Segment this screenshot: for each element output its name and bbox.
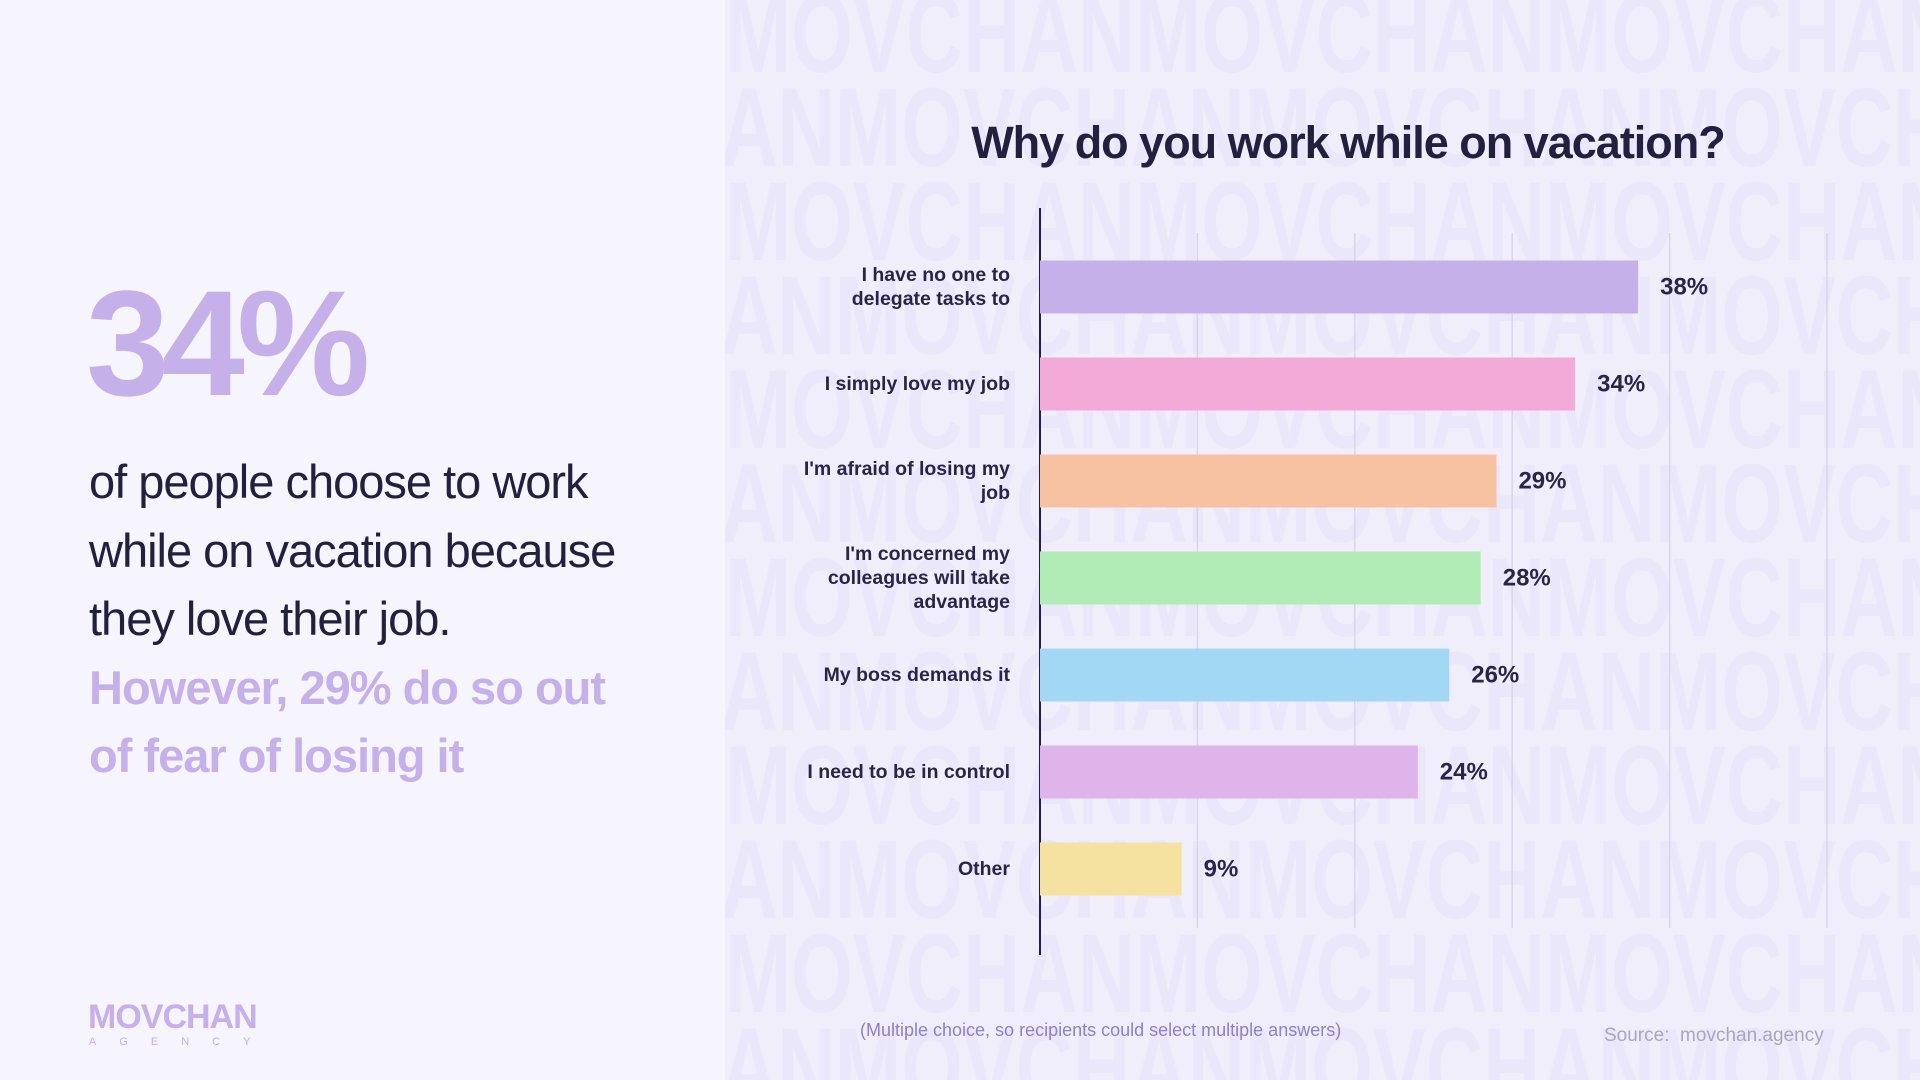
chart-panel bbox=[725, 0, 1920, 1080]
watermark-text: MOVCHAN bbox=[1245, 1005, 1655, 1080]
category-label: I'm concerned my colleagues will take ad… bbox=[827, 543, 1010, 613]
category-label: I need to be in control bbox=[807, 761, 1010, 783]
watermark-text: MOVCHAN bbox=[1655, 441, 1920, 566]
watermark-text: MOVCHAN bbox=[1245, 817, 1655, 942]
stat: 34% bbox=[86, 259, 370, 427]
value-label: 38% bbox=[1660, 273, 1708, 300]
bar bbox=[1040, 454, 1497, 508]
category-label: My boss demands it bbox=[823, 664, 1010, 686]
watermark-text: MOVCHAN bbox=[425, 817, 835, 942]
value-label: 34% bbox=[1597, 370, 1645, 397]
plot: 38% 34% 29% 28% 26% 24% 9% bbox=[1039, 208, 1828, 955]
watermark-text: MOVCHAN bbox=[1545, 0, 1920, 96]
value-label: 9% bbox=[1204, 855, 1239, 882]
value-label: 26% bbox=[1471, 661, 1519, 688]
watermark-text: MOVCHAN bbox=[1655, 253, 1920, 378]
watermark-text: MOVCHAN bbox=[425, 629, 835, 754]
source-site: movchan.agency bbox=[1680, 1025, 1824, 1046]
watermark-text: MOVCHAN bbox=[1545, 911, 1920, 1036]
watermark-text: MOVCHAN bbox=[1655, 629, 1920, 754]
source-label: Source: bbox=[1604, 1025, 1670, 1046]
watermark-text: MOVCHAN bbox=[1545, 347, 1920, 472]
watermark-text: MOVCHAN bbox=[1135, 911, 1545, 1036]
summary-highlight: However, 29% do so out of fear of losing… bbox=[89, 660, 606, 783]
category-label: I simply love my job bbox=[824, 373, 1010, 395]
watermark-text: MOVCHAN bbox=[425, 441, 835, 566]
watermark-text: MOVCHAN bbox=[1245, 65, 1655, 190]
logo-sub: AGENCY bbox=[89, 1036, 274, 1048]
watermark-text: MOVCHAN bbox=[1545, 723, 1920, 848]
chart-title: Why do you work while on vacation? bbox=[971, 117, 1725, 168]
bar bbox=[1040, 551, 1481, 605]
watermark-text: MOVCHAN bbox=[425, 253, 835, 378]
bar bbox=[1040, 357, 1576, 411]
bar bbox=[1040, 842, 1182, 896]
summary: of people choose to work while on vacati… bbox=[89, 448, 649, 791]
watermark-text: MOVCHAN bbox=[425, 1005, 835, 1080]
watermark-text: MOVCHAN bbox=[725, 0, 1135, 96]
bar bbox=[1040, 745, 1418, 799]
category-label: I'm afraid of losing my job bbox=[803, 458, 1010, 504]
watermark-text: MOVCHAN bbox=[1655, 1005, 1920, 1080]
category-label: Other bbox=[957, 858, 1010, 880]
watermark-text: MOVCHAN bbox=[725, 911, 1135, 1036]
category-label: I have no one to delegate tasks to bbox=[851, 264, 1010, 310]
watermark-text: MOVCHAN bbox=[835, 1005, 1245, 1080]
bar bbox=[1040, 260, 1639, 314]
value-label: 29% bbox=[1518, 467, 1566, 494]
value-label: 24% bbox=[1440, 758, 1488, 785]
watermark-text: MOVCHAN bbox=[1545, 535, 1920, 660]
watermark-text: MOVCHAN bbox=[835, 65, 1245, 190]
summary-text: of people choose to work while on vacati… bbox=[89, 455, 616, 645]
footnote: (Multiple choice, so recipients could se… bbox=[860, 1020, 1342, 1040]
source: Source: movchan.agency bbox=[1604, 1025, 1824, 1047]
bar bbox=[1040, 648, 1450, 702]
watermark-text: MOVCHAN bbox=[1655, 817, 1920, 942]
value-label: 28% bbox=[1503, 564, 1551, 591]
watermark-text: MOVCHAN bbox=[1135, 0, 1545, 96]
watermark-text: MOVCHAN bbox=[425, 65, 835, 190]
logo: MOVCHAN bbox=[88, 998, 258, 1036]
watermark-text: MOVCHAN bbox=[1655, 65, 1920, 190]
